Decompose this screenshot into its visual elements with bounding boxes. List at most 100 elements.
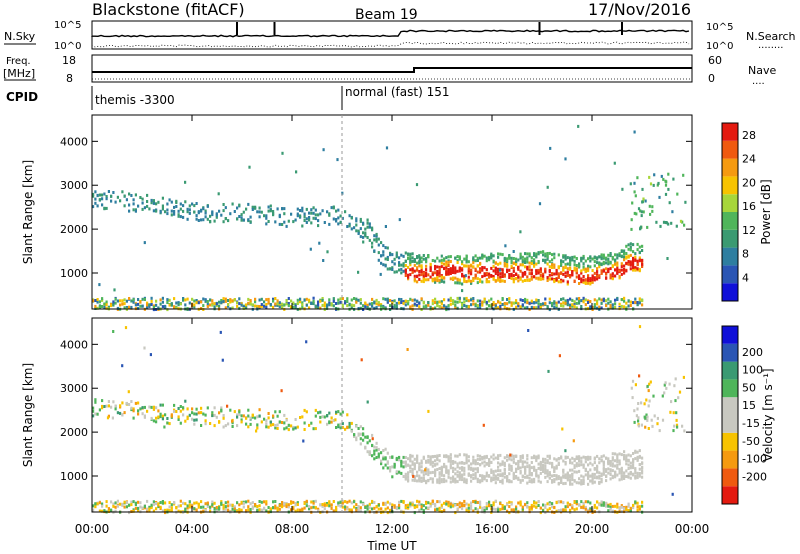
range-cell	[161, 300, 164, 304]
range-cell	[296, 212, 299, 216]
range-cell	[634, 194, 637, 198]
range-cell	[544, 267, 547, 271]
range-cell	[366, 218, 369, 222]
range-cell	[314, 414, 317, 418]
range-cell	[238, 297, 241, 301]
range-cell	[170, 209, 173, 213]
y-tick-label: 2000	[60, 223, 88, 236]
range-cell	[213, 305, 216, 309]
range-cell	[272, 299, 275, 303]
range-cell	[637, 402, 640, 405]
range-cell	[443, 465, 446, 469]
colorbar-swatch	[722, 450, 738, 469]
range-cell	[177, 415, 180, 419]
range-cell	[627, 304, 630, 308]
range-cell	[551, 304, 554, 308]
range-cell	[671, 210, 674, 214]
range-cell	[438, 259, 441, 263]
range-cell	[382, 263, 385, 267]
range-cell	[605, 272, 608, 276]
range-cell	[571, 475, 574, 479]
range-cell	[497, 262, 500, 266]
range-cell	[651, 205, 654, 209]
range-cell	[427, 303, 430, 307]
range-cell	[398, 503, 401, 507]
range-cell	[175, 306, 178, 310]
range-cell	[132, 407, 135, 411]
range-cell	[548, 456, 551, 460]
range-cell	[375, 234, 378, 238]
range-cell	[562, 301, 565, 305]
range-cell	[546, 279, 549, 282]
range-cell	[526, 298, 529, 302]
range-cell	[614, 305, 617, 309]
range-cell	[186, 504, 189, 508]
range-cell	[671, 492, 674, 496]
range-cell	[413, 505, 416, 509]
range-cell	[623, 477, 626, 480]
range-cell	[512, 454, 515, 458]
range-cell	[519, 455, 522, 458]
range-cell	[391, 455, 394, 459]
range-cell	[215, 302, 218, 306]
range-cell	[546, 252, 549, 255]
range-cell	[276, 427, 279, 430]
range-cell	[179, 504, 182, 508]
range-cell	[287, 428, 290, 432]
range-cell	[150, 296, 153, 300]
range-cell	[456, 503, 459, 507]
range-cell	[193, 305, 196, 309]
range-cell	[134, 401, 137, 405]
range-cell	[411, 501, 414, 505]
range-cell	[609, 273, 612, 277]
range-cell	[627, 260, 630, 263]
range-cell	[452, 264, 455, 268]
range-cell	[112, 303, 115, 307]
range-cell	[492, 264, 495, 268]
range-cell	[130, 299, 133, 303]
range-cell	[602, 470, 605, 474]
range-cell	[125, 505, 128, 509]
range-cell	[191, 297, 194, 301]
range-cell	[564, 263, 567, 267]
range-cell	[490, 266, 493, 270]
range-cell	[436, 456, 439, 460]
range-cell	[371, 444, 374, 448]
range-cell	[146, 303, 149, 307]
range-cell	[215, 304, 218, 308]
range-cell	[377, 452, 380, 456]
range-cell	[530, 505, 533, 509]
range-cell	[258, 500, 261, 503]
range-cell	[620, 477, 623, 481]
range-cell	[137, 500, 140, 504]
range-cell	[596, 277, 599, 281]
range-cell	[278, 301, 281, 305]
range-cell	[382, 253, 385, 257]
range-cell	[400, 253, 403, 257]
range-cell	[551, 301, 554, 305]
range-cell	[614, 504, 617, 508]
range-cell	[535, 276, 538, 280]
colorbar-swatch	[722, 415, 738, 433]
range-cell	[130, 194, 133, 197]
range-cell	[476, 462, 479, 466]
range-cell	[528, 473, 531, 476]
range-cell	[364, 301, 367, 305]
range-cell	[454, 472, 457, 476]
range-cell	[584, 505, 587, 509]
range-cell	[386, 258, 389, 261]
range-cell	[438, 506, 441, 510]
range-cell	[245, 305, 248, 309]
range-cell	[98, 305, 101, 309]
range-cell	[287, 219, 290, 223]
range-cell	[560, 271, 563, 275]
range-cell	[326, 414, 329, 418]
range-cell	[557, 276, 560, 279]
range-cell	[605, 267, 608, 271]
range-cell	[458, 255, 461, 259]
range-cell	[488, 272, 491, 276]
range-cell	[485, 259, 488, 263]
range-cell	[431, 460, 434, 464]
